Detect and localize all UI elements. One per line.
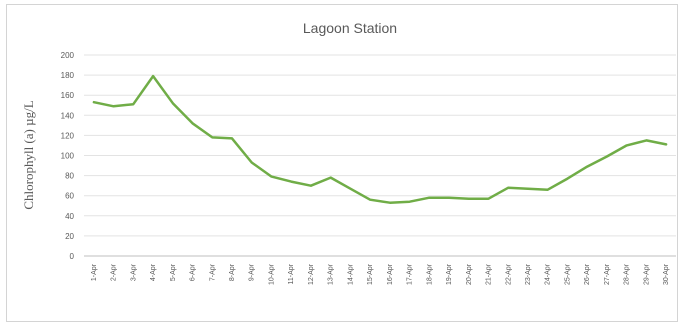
y-tick-label: 60	[65, 192, 74, 201]
y-tick-label: 180	[61, 71, 75, 80]
x-tick-label: 12-Apr	[308, 263, 315, 285]
y-tick-label: 140	[61, 111, 75, 120]
y-tick-label: 80	[65, 172, 74, 181]
x-tick-label: 20-Apr	[466, 263, 473, 285]
y-tick-label: 20	[65, 232, 74, 241]
x-tick-label: 29-Apr	[643, 263, 650, 285]
x-tick-label: 8-Apr	[229, 263, 236, 281]
gridlines	[84, 54, 676, 257]
x-tick-label: 18-Apr	[426, 263, 433, 285]
y-tick-label: 100	[61, 152, 75, 161]
x-tick-label: 9-Apr	[249, 263, 256, 281]
x-tick-label: 26-Apr	[584, 263, 591, 285]
x-tick-label: 10-Apr	[268, 263, 275, 285]
y-axis-ticks: 0 20 40 60 80 100 120 140 160 180 200	[61, 51, 75, 261]
x-tick-label: 23-Apr	[525, 263, 532, 285]
x-tick-label: 5-Apr	[170, 263, 177, 281]
chart-frame	[6, 4, 678, 322]
x-tick-label: 2-Apr	[111, 263, 118, 281]
x-tick-label: 13-Apr	[328, 263, 335, 285]
y-tick-label: 200	[61, 51, 75, 60]
y-tick-label: 40	[65, 212, 74, 221]
x-tick-label: 1-Apr	[91, 263, 98, 281]
x-tick-label: 15-Apr	[367, 263, 374, 285]
chart-title: Lagoon Station	[303, 20, 397, 36]
x-tick-label: 4-Apr	[150, 263, 157, 281]
y-tick-label: 160	[61, 91, 75, 100]
x-tick-label: 3-Apr	[130, 263, 137, 281]
x-tick-label: 28-Apr	[624, 263, 631, 285]
x-tick-label: 7-Apr	[209, 263, 216, 281]
x-tick-label: 19-Apr	[446, 263, 453, 285]
x-tick-label: 16-Apr	[387, 263, 394, 285]
y-tick-label: 0	[70, 252, 75, 261]
x-tick-label: 14-Apr	[347, 263, 354, 285]
series-layer	[92, 74, 668, 204]
x-tick-label: 27-Apr	[604, 263, 611, 285]
x-tick-label: 21-Apr	[486, 263, 493, 285]
x-tick-label: 17-Apr	[407, 263, 414, 285]
series-line	[92, 74, 668, 204]
x-tick-label: 24-Apr	[545, 263, 552, 285]
x-tick-label: 11-Apr	[288, 263, 295, 284]
y-axis-label: Chlorophyll (a) µg/L	[21, 100, 36, 209]
x-tick-label: 30-Apr	[663, 263, 670, 285]
x-tick-label: 22-Apr	[505, 263, 512, 285]
y-tick-label: 120	[61, 131, 75, 140]
x-axis-ticks: 1-Apr 2-Apr 3-Apr 4-Apr 5-Apr 6-Apr 7-Apr 8-Apr…	[91, 263, 670, 285]
x-tick-label: 6-Apr	[190, 263, 197, 281]
x-tick-label: 25-Apr	[564, 263, 571, 285]
